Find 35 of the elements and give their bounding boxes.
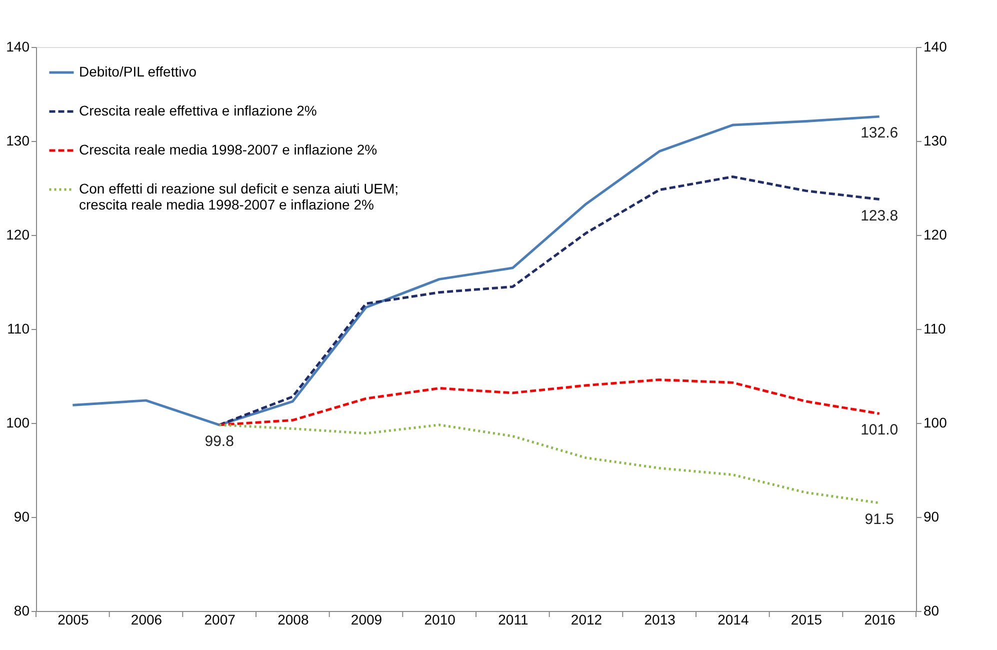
x-tick-label: 2007 — [204, 612, 236, 628]
x-tick-label: 2006 — [130, 612, 162, 628]
y2-tick-label: 80 — [924, 602, 940, 618]
data-label: 91.5 — [864, 510, 894, 528]
y-tick-label: 120 — [6, 226, 30, 242]
data-label: 99.8 — [204, 432, 234, 450]
y-tick-label: 80 — [14, 602, 30, 618]
y2-tick-label: 100 — [924, 414, 948, 430]
legend-label: Con effetti di reazione sul deficit e senza aiuti UEM; crescita reale media 1998-2007 e inflazione 2% — [79, 180, 399, 212]
legend-label: Debito/PIL effettivo — [79, 64, 197, 80]
x-tick-label: 2016 — [864, 612, 896, 628]
y-tick-label: 90 — [14, 508, 30, 524]
data-label: 101.0 — [860, 422, 898, 439]
x-tick-label: 2012 — [570, 612, 602, 628]
x-tick-label: 2008 — [278, 612, 309, 628]
x-tick-label: 2010 — [424, 612, 456, 628]
y2-tick-label: 140 — [924, 38, 948, 54]
x-tick-label: 2013 — [644, 612, 676, 628]
y-tick-label: 100 — [6, 414, 30, 430]
data-label: 132.6 — [860, 124, 898, 142]
data-label: 123.8 — [860, 207, 898, 224]
x-tick-label: 2009 — [350, 612, 382, 628]
x-tick-label: 2011 — [498, 612, 528, 628]
x-tick-label: 2015 — [790, 612, 822, 628]
y-tick-label: 110 — [7, 320, 30, 336]
y2-tick-label: 120 — [924, 226, 948, 242]
x-tick-label: 2005 — [58, 612, 89, 628]
legend-label: Crescita reale effettiva e inflazione 2% — [79, 102, 317, 118]
y-tick-label: 140 — [6, 38, 30, 54]
y-tick-label: 130 — [6, 132, 30, 148]
y2-tick-label: 110 — [924, 320, 946, 336]
y2-tick-label: 130 — [924, 132, 948, 148]
x-tick-label: 2014 — [718, 612, 749, 628]
legend-label: Crescita reale media 1998-2007 e inflazione 2% — [79, 142, 378, 158]
y2-tick-label: 90 — [924, 508, 940, 524]
